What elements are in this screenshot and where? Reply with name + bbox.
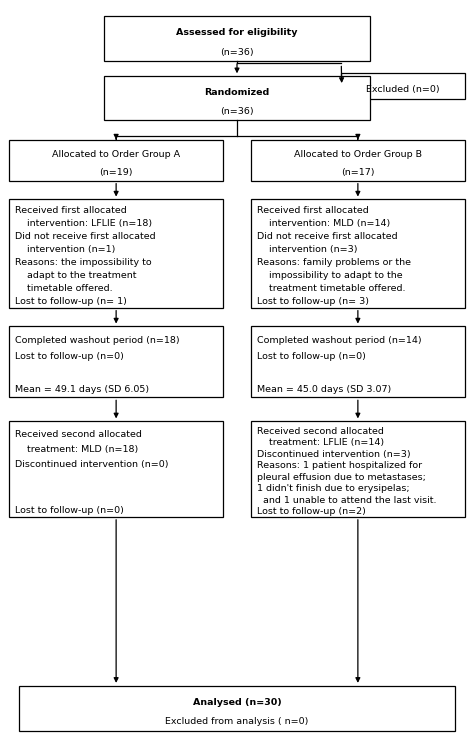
Text: Analysed (n=30): Analysed (n=30)	[192, 698, 282, 707]
Text: Reasons: the impossibility to: Reasons: the impossibility to	[15, 258, 152, 267]
Text: Received second allocated: Received second allocated	[257, 427, 384, 436]
Text: 1 didn't finish due to erysipelas;: 1 didn't finish due to erysipelas;	[257, 484, 410, 493]
Text: Lost to follow-up (n= 3): Lost to follow-up (n= 3)	[257, 297, 369, 306]
Text: Mean = 45.0 days (SD 3.07): Mean = 45.0 days (SD 3.07)	[257, 385, 391, 394]
Bar	[251, 199, 465, 308]
Text: intervention: MLD (n=14): intervention: MLD (n=14)	[257, 219, 390, 228]
Text: Lost to follow-up (n=0): Lost to follow-up (n=0)	[257, 353, 366, 362]
Bar	[9, 140, 223, 181]
Text: treatment timetable offered.: treatment timetable offered.	[257, 285, 405, 294]
Text: impossibility to adapt to the: impossibility to adapt to the	[257, 271, 402, 280]
Bar	[104, 76, 370, 120]
Bar	[19, 686, 455, 731]
Text: Discontinued intervention (n=3): Discontinued intervention (n=3)	[257, 450, 410, 459]
Text: treatment: MLD (n=18): treatment: MLD (n=18)	[15, 445, 138, 454]
Text: Received first allocated: Received first allocated	[15, 206, 127, 215]
Text: timetable offered.: timetable offered.	[15, 285, 113, 294]
Bar	[341, 73, 465, 99]
Text: Lost to follow-up (n= 1): Lost to follow-up (n= 1)	[15, 297, 127, 306]
Text: adapt to the treatment: adapt to the treatment	[15, 271, 137, 280]
Text: Assessed for eligibility: Assessed for eligibility	[176, 28, 298, 37]
Text: intervention (n=1): intervention (n=1)	[15, 245, 116, 254]
Text: Mean = 49.1 days (SD 6.05): Mean = 49.1 days (SD 6.05)	[15, 385, 149, 394]
Text: Randomized: Randomized	[204, 87, 270, 96]
Text: intervention: LFLIE (n=18): intervention: LFLIE (n=18)	[15, 219, 152, 228]
Text: (n=17): (n=17)	[341, 168, 374, 177]
Text: treatment: LFLIE (n=14): treatment: LFLIE (n=14)	[257, 438, 384, 447]
Text: Lost to follow-up (n=2): Lost to follow-up (n=2)	[257, 507, 366, 516]
Text: Excluded from analysis ( n=0): Excluded from analysis ( n=0)	[165, 717, 309, 726]
Text: (n=36): (n=36)	[220, 107, 254, 116]
Bar	[9, 199, 223, 308]
Bar	[9, 326, 223, 397]
Text: intervention (n=3): intervention (n=3)	[257, 245, 357, 254]
Text: Received first allocated: Received first allocated	[257, 206, 369, 215]
Text: Allocated to Order Group B: Allocated to Order Group B	[294, 150, 422, 159]
Text: Lost to follow-up (n=0): Lost to follow-up (n=0)	[15, 353, 124, 362]
Text: Excluded (n=0): Excluded (n=0)	[366, 85, 440, 94]
Text: Received second allocated: Received second allocated	[15, 430, 142, 438]
Text: and 1 unable to attend the last visit.: and 1 unable to attend the last visit.	[257, 496, 437, 505]
Bar	[251, 140, 465, 181]
Text: Reasons: 1 patient hospitalized for: Reasons: 1 patient hospitalized for	[257, 461, 422, 470]
Text: pleural effusion due to metastases;: pleural effusion due to metastases;	[257, 473, 426, 482]
Text: Reasons: family problems or the: Reasons: family problems or the	[257, 258, 411, 267]
Bar	[9, 421, 223, 517]
Text: Completed washout period (n=18): Completed washout period (n=18)	[15, 336, 180, 345]
Bar	[251, 326, 465, 397]
Text: Did not receive first allocated: Did not receive first allocated	[15, 232, 156, 241]
Text: Allocated to Order Group A: Allocated to Order Group A	[52, 150, 180, 159]
Text: (n=19): (n=19)	[100, 168, 133, 177]
Bar	[251, 421, 465, 517]
Text: Did not receive first allocated: Did not receive first allocated	[257, 232, 398, 241]
Text: (n=36): (n=36)	[220, 48, 254, 57]
Text: Completed washout period (n=14): Completed washout period (n=14)	[257, 336, 421, 345]
Text: Lost to follow-up (n=0): Lost to follow-up (n=0)	[15, 506, 124, 515]
Text: Discontinued intervention (n=0): Discontinued intervention (n=0)	[15, 460, 169, 469]
Bar	[104, 16, 370, 61]
